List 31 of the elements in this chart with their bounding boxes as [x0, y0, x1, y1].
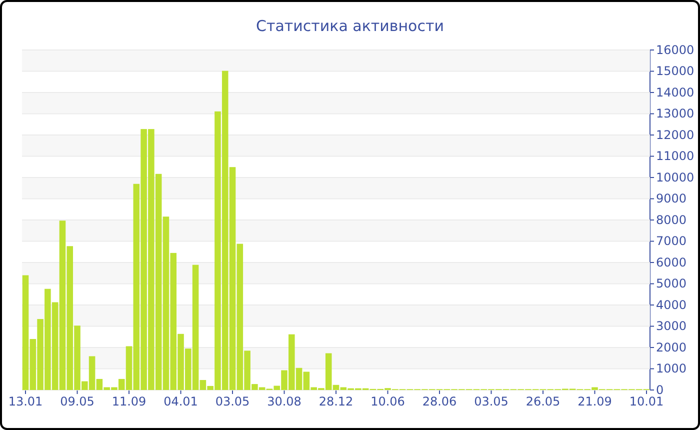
y-tick-label: 11000 [656, 149, 694, 164]
y-tick-label: 1000 [656, 362, 687, 376]
y-tick-label: 8000 [656, 212, 687, 227]
y-tick-label: 6000 [656, 255, 687, 270]
x-tick-label: 09.05 [60, 394, 94, 409]
y-tick-label: 2000 [656, 340, 687, 354]
x-tick-label: 03.05 [474, 394, 508, 409]
y-tick-label: 4000 [656, 298, 687, 312]
y-tick-label: 3000 [656, 319, 687, 334]
x-tick-label: 11.09 [112, 394, 146, 409]
x-tick-label: 28.12 [318, 394, 354, 409]
y-tick-label: 16000 [656, 42, 694, 57]
x-tick-label: 26.05 [526, 394, 560, 409]
x-tick-label: 10.06 [370, 394, 405, 409]
x-tick-label: 13.01 [8, 394, 43, 409]
x-tick-label: 03.05 [215, 394, 250, 409]
x-tick-label: 30.08 [267, 394, 302, 409]
chart-title: Статистика активности [256, 17, 444, 35]
y-tick-label: 10000 [656, 170, 694, 184]
y-tick-label: 9000 [656, 192, 687, 206]
x-tick-label: 04.01 [164, 394, 198, 409]
x-tick-label: 28.06 [422, 394, 457, 409]
y-tick-label: 7000 [656, 234, 687, 248]
y-tick-label: 14000 [656, 85, 694, 100]
y-tick-label: 15000 [656, 64, 694, 78]
y-tick-label: 5000 [656, 276, 687, 291]
y-tick-label: 0 [656, 382, 664, 397]
y-tick-label: 13000 [656, 106, 694, 121]
y-tick-label: 12000 [656, 128, 694, 142]
x-tick-label: 21.09 [578, 394, 612, 409]
x-tick-label: 10.01 [629, 394, 664, 409]
